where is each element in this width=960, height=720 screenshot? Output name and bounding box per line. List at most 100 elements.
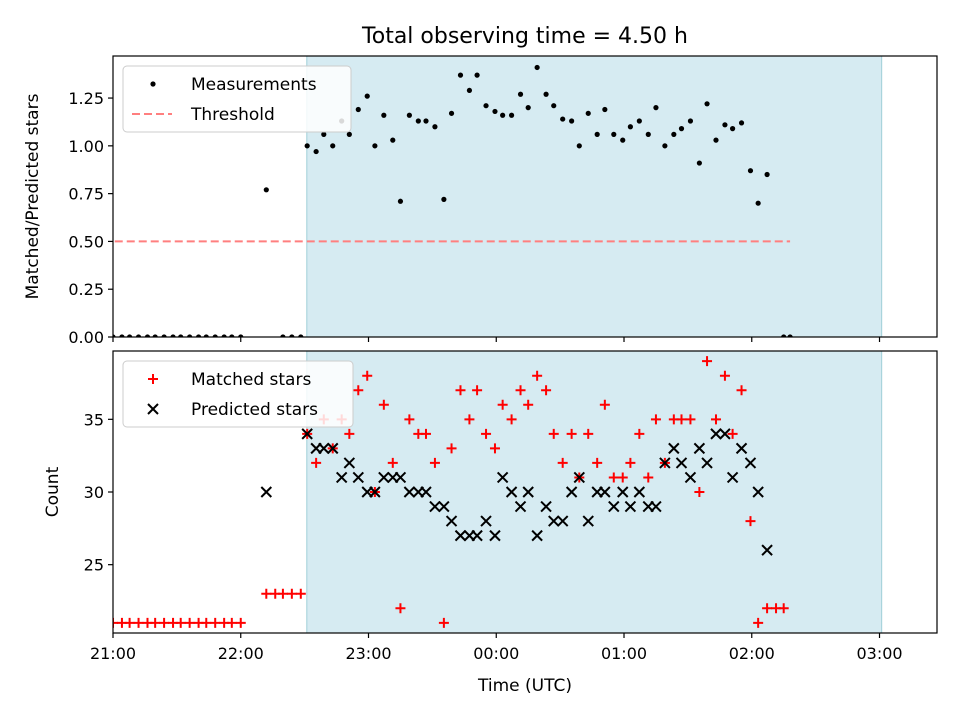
matched-stars-point	[625, 457, 636, 468]
predicted-stars-point	[540, 500, 552, 513]
measurements-point	[755, 200, 761, 206]
measurements-point	[551, 103, 557, 109]
predicted-stars-point	[327, 442, 339, 455]
measurements-point	[585, 110, 591, 116]
matched-stars-point	[762, 603, 773, 614]
measurements-point	[576, 143, 582, 149]
measurements-point	[781, 334, 787, 337]
measurements-point	[627, 124, 633, 130]
predicted-stars-point	[335, 471, 348, 484]
measurements-point	[678, 126, 685, 132]
measurements-point	[178, 334, 184, 337]
matched-stars-point	[47, 618, 57, 628]
measurements-point	[645, 131, 651, 137]
measurements-point	[372, 143, 378, 149]
predicted-stars-point	[454, 529, 467, 542]
predicted-stars-point	[420, 486, 432, 498]
matched-stars-point	[226, 617, 237, 628]
matched-stars-point	[311, 457, 322, 468]
matched-stars-point	[694, 487, 705, 497]
matched-stars-point	[676, 414, 687, 425]
measurements-point	[238, 334, 244, 337]
measurements-point	[620, 137, 626, 143]
matched-stars-point	[353, 385, 364, 396]
measurements-point	[441, 196, 447, 202]
measurements-point	[313, 148, 319, 155]
matched-stars-point	[617, 472, 628, 483]
matched-stars-point	[429, 457, 440, 468]
matched-stars-point	[643, 472, 654, 483]
predicted-stars-point	[394, 471, 407, 484]
predicted-stars-point	[668, 442, 680, 455]
matched-stars-point	[523, 399, 534, 410]
measurements-point	[195, 334, 202, 337]
legend-label-matched-stars: Matched stars	[191, 370, 311, 390]
axes-frame	[112, 55, 938, 338]
measurements-point	[747, 168, 754, 174]
measurements-point	[457, 72, 464, 78]
measurements-point	[298, 334, 304, 337]
predicted-stars-point	[369, 486, 381, 498]
measurements-point	[508, 112, 515, 118]
measurements-point	[49, 334, 54, 339]
measurements-point	[671, 131, 677, 137]
x-tick-label: 00:00	[473, 644, 519, 663]
predicted-stars-point	[761, 544, 773, 556]
legend-marker-measurements	[150, 81, 156, 87]
measurements-point	[415, 118, 421, 124]
matched-stars-point	[295, 588, 306, 599]
measurements-point	[787, 334, 793, 337]
matched-stars-point	[464, 414, 475, 425]
legend-label-measurements: Measurements	[191, 75, 317, 95]
measurements-point	[722, 122, 728, 128]
x-tick-label: 01:00	[601, 644, 647, 663]
measurements-point	[40, 334, 45, 339]
measurements-point	[321, 131, 327, 137]
matched-stars-point	[541, 385, 552, 396]
measurements-point	[500, 112, 506, 118]
matched-stars-point	[532, 370, 543, 381]
bottom-panel: 25 30 35 21:00 22:00 23:00 00:00 01:00 02:00 03:0…	[38, 350, 938, 663]
matched-stars-point	[159, 617, 170, 628]
matched-stars-point	[583, 428, 594, 439]
y-tick-label: 30	[84, 483, 104, 502]
matched-stars-point	[72, 618, 82, 628]
matched-stars-point	[727, 428, 738, 439]
predicted-stars-point	[480, 515, 492, 527]
predicted-stars-point	[471, 529, 483, 542]
predicted-stars-point	[489, 529, 501, 542]
measurements-point	[263, 187, 269, 193]
predicted-stars-point	[701, 457, 713, 469]
predicted-stars-point	[378, 471, 390, 484]
predicted-stars-point	[531, 529, 543, 542]
matched-stars-point	[446, 443, 457, 454]
matched-stars-point	[778, 603, 789, 614]
measurements-point	[170, 334, 176, 337]
measurements-point	[161, 334, 167, 337]
matched-stars-point	[150, 617, 161, 628]
measurements-point	[466, 87, 473, 94]
measurements-point	[636, 118, 642, 124]
matched-stars-point	[344, 428, 355, 439]
matched-stars-point	[133, 617, 144, 628]
measurements-point	[203, 334, 209, 337]
matched-stars-point	[515, 385, 526, 396]
matched-stars-point	[489, 443, 500, 454]
measurements-point	[187, 334, 193, 337]
predicted-stars-point	[318, 442, 330, 455]
matched-stars-point	[277, 588, 288, 599]
matched-stars-point	[719, 370, 730, 381]
measurements-point	[289, 334, 295, 337]
matched-stars-point	[38, 618, 48, 628]
y-axis-label: Matched/Predicted stars	[23, 93, 43, 299]
matched-stars-point	[387, 457, 398, 468]
matched-stars-point	[63, 618, 73, 628]
predicted-stars-point	[752, 486, 764, 498]
measurements-point	[560, 116, 566, 122]
matched-stars-point	[102, 618, 112, 628]
y-tick-label: 25	[84, 556, 104, 575]
measurements-point	[729, 126, 736, 132]
matched-stars-point	[650, 414, 661, 425]
y-tick-label: 35	[84, 410, 104, 429]
predicted-stars-point	[726, 471, 739, 484]
